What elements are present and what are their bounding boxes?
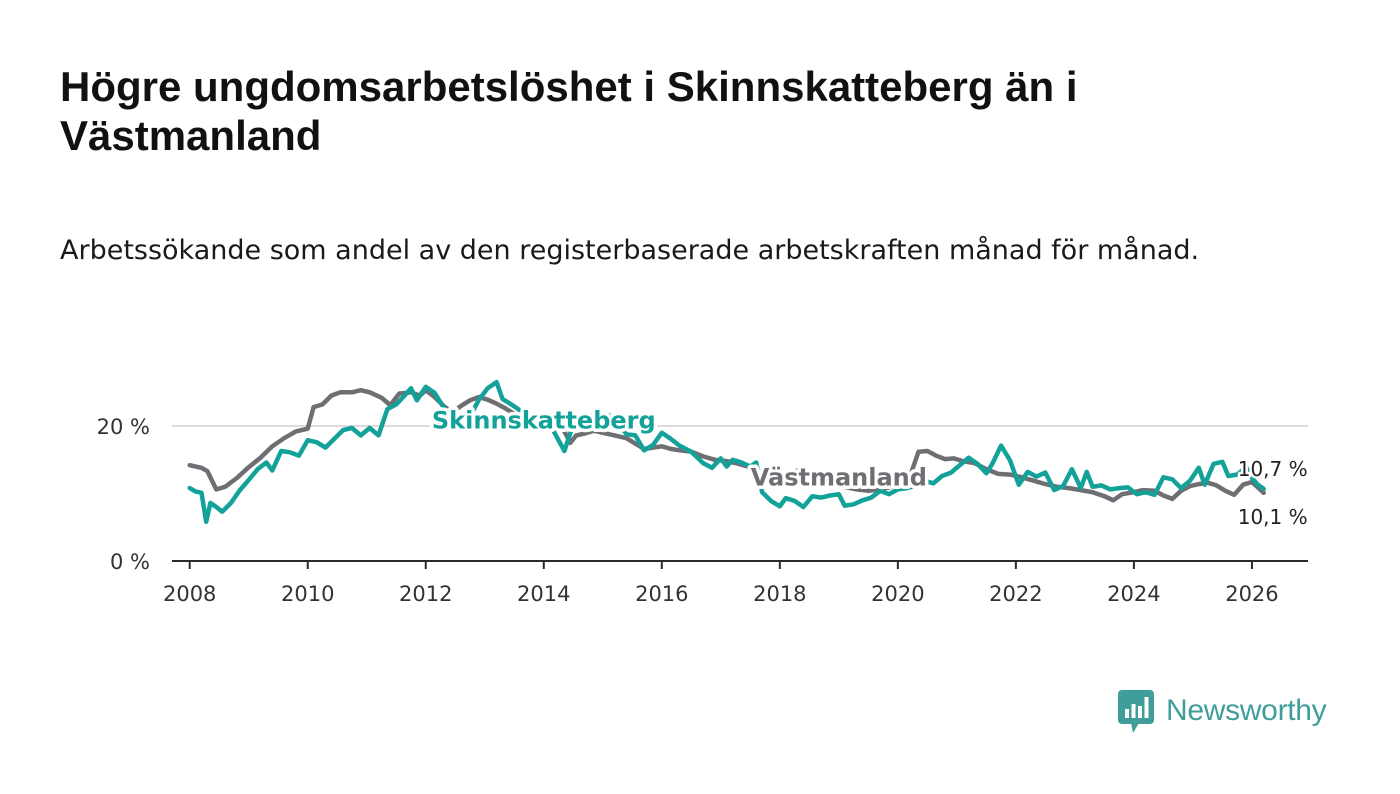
line-chart: 0 % 20 % 2008 2010 2012 2014 2016 2018 2020 2022 2… xyxy=(97,379,1310,606)
y-tick-label: 0 % xyxy=(110,550,150,574)
brand-name: Newsworthy xyxy=(1166,694,1327,727)
end-value-label: 10,1 % xyxy=(1238,505,1308,529)
axes: 0 % 20 % 2008 2010 2012 2014 2016 2018 2020 2022 2… xyxy=(97,415,1308,606)
x-tick-label: 2026 xyxy=(1225,582,1278,606)
x-tick-label: 2024 xyxy=(1107,582,1160,606)
x-tick-label: 2012 xyxy=(399,582,452,606)
bar-chart-speech-icon xyxy=(1118,690,1154,733)
end-value-label: 10,7 % xyxy=(1238,457,1308,481)
chart-title: Högre ungdomsarbetslöshet i Skinnskatteb… xyxy=(60,63,1078,159)
series-annotation: Skinnskatteberg xyxy=(432,406,656,434)
x-tick-label: 2022 xyxy=(989,582,1042,606)
x-tick-label: 2014 xyxy=(517,582,570,606)
series-line-v-stmanland xyxy=(187,387,1266,503)
x-tick-label: 2018 xyxy=(753,582,806,606)
series-annotation: Västmanland xyxy=(751,464,927,492)
chart-subtitle: Arbetssökande som andel av den registerb… xyxy=(60,235,1200,266)
series-labels: Skinnskatteberg Västmanland 10,1 % 10,7 % xyxy=(428,403,1310,532)
x-tick-label: 2016 xyxy=(635,582,688,606)
x-tick-label: 2020 xyxy=(871,582,924,606)
x-tick-label: 2008 xyxy=(163,582,216,606)
x-tick-label: 2010 xyxy=(281,582,334,606)
series-lines xyxy=(187,379,1266,525)
y-tick-label: 20 % xyxy=(97,415,150,439)
series-line-skinnskatteberg xyxy=(187,379,1266,525)
newsworthy-logo: Newsworthy xyxy=(1118,688,1327,734)
